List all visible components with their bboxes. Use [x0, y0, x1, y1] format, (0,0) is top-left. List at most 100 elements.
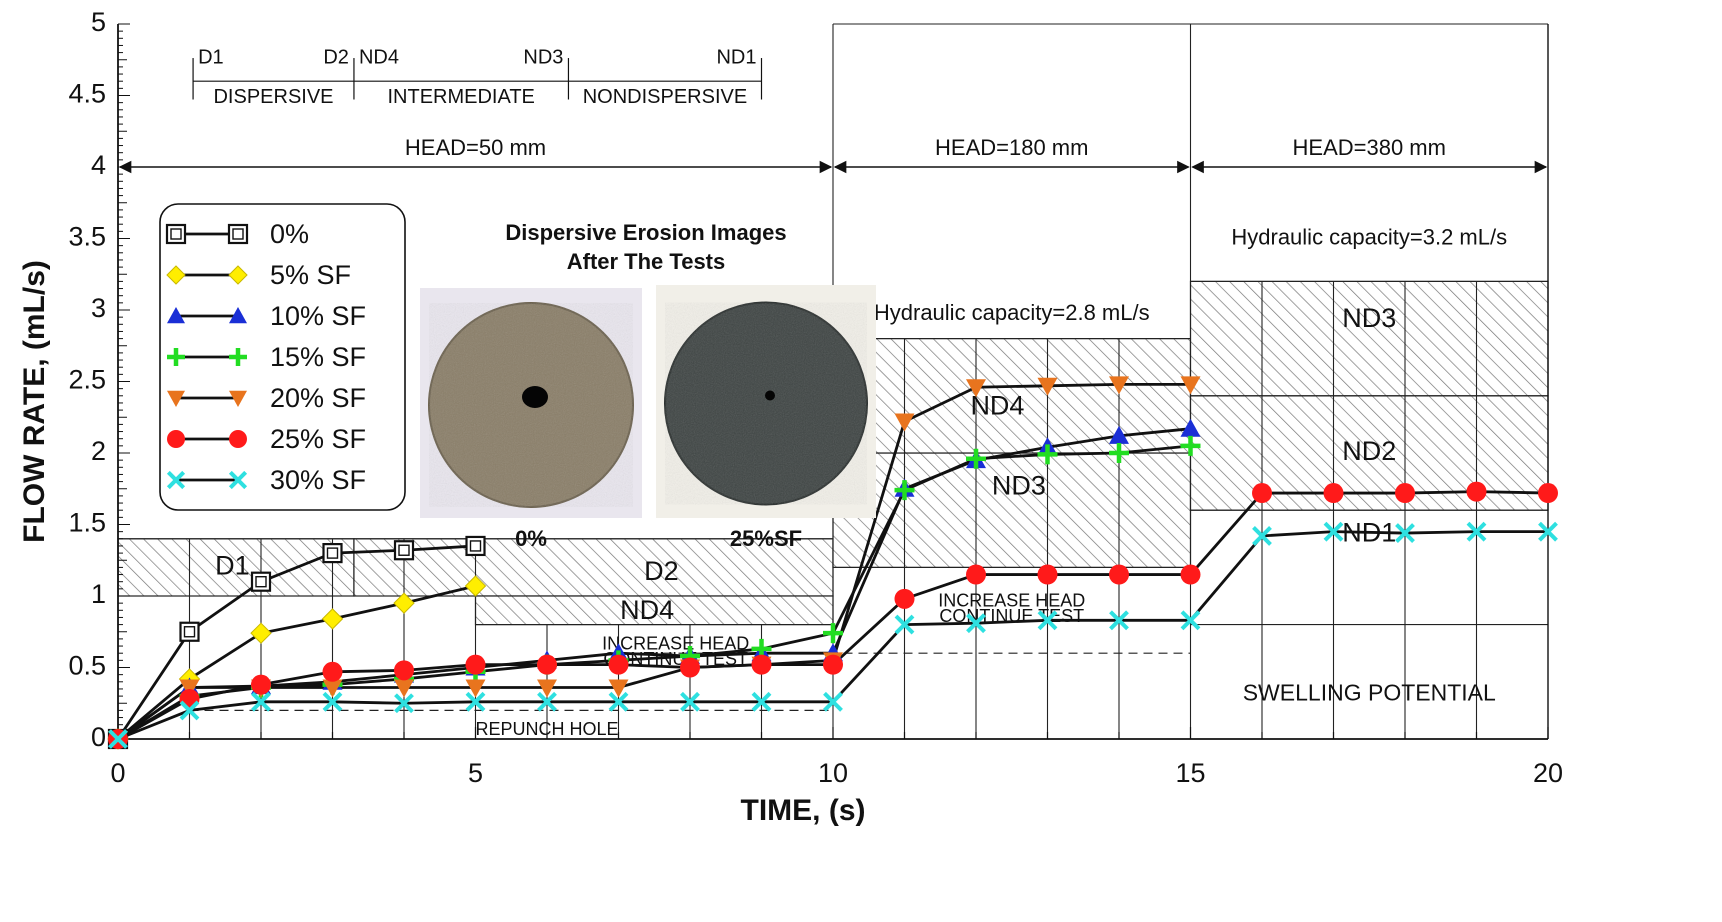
- inset-title-line2: After The Tests: [567, 249, 726, 274]
- inset-photos: Dispersive Erosion Images After The Tests…: [420, 220, 876, 551]
- y-axis-label: FLOW RATE, (mL/s): [18, 260, 51, 543]
- legend-marker-a-3: [167, 348, 185, 366]
- annotation-6: Hydraulic capacity=2.8 mL/s: [874, 300, 1150, 325]
- point-s2-15: [1180, 418, 1201, 437]
- point-s6-16: [1252, 526, 1272, 546]
- point-s3-11: [894, 480, 915, 501]
- point-s4-11: [894, 413, 915, 432]
- x-tick-label-0: 0: [110, 758, 125, 788]
- photo-hole-1: [765, 390, 775, 401]
- x-tick-label-4: 20: [1533, 758, 1563, 788]
- point-s5-16: [1252, 483, 1272, 504]
- axes: 0 0.5 1 1.5 2 2.5 3 3.5 4 4.5 5 0 5 10 15 20 TIME, (s) FL…: [18, 7, 1563, 827]
- legend: 0% 5% SF 10% SF 15% SF 20% SF 25% SF 30% SF: [159, 203, 406, 511]
- legend-marker-b-0-inner: [232, 228, 244, 240]
- legend-marker-b-4: [229, 390, 247, 407]
- annotation-2: REPUNCH HOLE: [475, 719, 618, 739]
- point-s5-17: [1323, 483, 1344, 504]
- point-s5-13: [1037, 564, 1058, 585]
- point-s3-14: [1109, 443, 1129, 463]
- point-s5-8: [680, 657, 700, 678]
- y-tick-label-9: 4.5: [68, 79, 106, 109]
- data-series: [107, 376, 1558, 750]
- classification-marker-2: ND4: [359, 46, 399, 68]
- head-label-0: HEAD=50 mm: [405, 135, 546, 160]
- annotation-5: SWELLING POTENTIAL: [1243, 680, 1496, 706]
- point-s0-1-inner: [183, 626, 196, 638]
- legend-label-6: 30% SF: [270, 465, 366, 495]
- legend-marker-b-0: [227, 223, 249, 245]
- classification-marker-4: ND1: [716, 46, 756, 68]
- point-s6-2: [251, 691, 271, 712]
- zone-label-1: D2: [644, 556, 679, 586]
- legend-marker-b-2: [229, 307, 247, 324]
- legend-marker-b-5: [229, 430, 247, 448]
- point-s6-20: [1538, 521, 1558, 542]
- point-s6-9: [751, 691, 772, 712]
- point-s5-14: [1109, 564, 1129, 585]
- point-s4-6: [537, 679, 557, 698]
- hatched-zone-6: [1189, 280, 1549, 397]
- classification-category-1: INTERMEDIATE: [387, 86, 534, 108]
- point-s4-5: [465, 679, 486, 698]
- point-s4-7: [608, 679, 629, 698]
- x-tick-label-2: 10: [818, 758, 848, 788]
- series-line-2: [117, 427, 1191, 741]
- series-line-1: [117, 584, 476, 741]
- legend-label-2: 10% SF: [270, 301, 366, 331]
- legend-marker-a-1: [166, 265, 186, 285]
- classification-category-0: DISPERSIVE: [213, 86, 333, 108]
- point-s3-15: [1180, 435, 1201, 456]
- y-tick-label-10: 5: [91, 7, 106, 37]
- point-s4-13: [1037, 377, 1058, 396]
- legend-box: [159, 203, 406, 511]
- point-s5-11: [894, 588, 915, 609]
- y-tick-label-0: 0: [91, 722, 106, 752]
- zone-label-5: ND3: [1342, 303, 1396, 333]
- point-s1-4: [393, 592, 415, 614]
- photo-label-0: 0%: [515, 526, 547, 551]
- annotation-7: Hydraulic capacity=3.2 mL/s: [1231, 224, 1507, 249]
- classification-marker-1: D2: [323, 46, 349, 68]
- point-s5-18: [1395, 483, 1415, 504]
- point-s5-2: [251, 674, 271, 695]
- photo-label-1: 25%SF: [730, 526, 802, 551]
- point-s6-3: [322, 691, 343, 712]
- point-s6-7: [608, 691, 629, 712]
- y-tick-label-4: 2: [91, 436, 106, 466]
- point-s6-4: [394, 693, 414, 714]
- legend-marker-b-3: [229, 348, 247, 366]
- point-s2-14: [1109, 425, 1129, 444]
- point-s0-3: [322, 542, 343, 564]
- hatched-zone-0: [117, 538, 355, 597]
- legend-label-5: 25% SF: [270, 424, 366, 454]
- point-s0-2: [250, 571, 272, 592]
- zone-label-0: D1: [215, 551, 250, 581]
- legend-marker-a-4: [167, 390, 185, 407]
- annotation-0: INCREASE HEAD: [602, 633, 749, 653]
- zone-label-4: ND3: [992, 470, 1046, 500]
- point-s6-6: [537, 691, 557, 712]
- point-s5-5: [465, 654, 486, 675]
- legend-marker-a-0: [165, 223, 187, 245]
- point-s1-2: [250, 622, 272, 644]
- point-s4-4: [394, 679, 414, 698]
- annotation-3: INCREASE HEAD: [938, 590, 1085, 610]
- legend-label-3: 15% SF: [270, 342, 366, 372]
- legend-marker-a-2: [167, 307, 185, 324]
- point-s5-7: [608, 654, 629, 675]
- point-s1-5: [464, 575, 487, 597]
- point-s4-1: [179, 679, 200, 698]
- point-s5-12: [966, 564, 986, 585]
- point-s5-6: [537, 654, 557, 675]
- classification-and-heads: D1 D2 ND4 ND3 ND1 DISPERSIVE INTERMEDIATE NONDI…: [118, 46, 1548, 174]
- point-s5-10: [823, 654, 843, 675]
- zone-label-3: ND4: [970, 390, 1024, 420]
- point-s5-4: [394, 660, 414, 681]
- zone-label-6: ND2: [1342, 436, 1396, 466]
- series-line-3: [117, 444, 1191, 741]
- legend-marker-a-5: [167, 430, 185, 448]
- point-s0-2-inner: [255, 576, 267, 588]
- legend-marker-b-1: [228, 265, 248, 285]
